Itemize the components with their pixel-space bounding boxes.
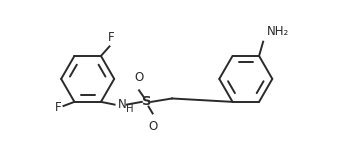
Text: F: F: [107, 31, 114, 44]
Text: S: S: [142, 95, 151, 108]
Text: H: H: [126, 104, 133, 114]
Text: O: O: [148, 120, 157, 133]
Text: O: O: [134, 71, 144, 84]
Text: N: N: [118, 98, 127, 111]
Text: NH₂: NH₂: [267, 25, 289, 38]
Text: F: F: [55, 101, 62, 114]
